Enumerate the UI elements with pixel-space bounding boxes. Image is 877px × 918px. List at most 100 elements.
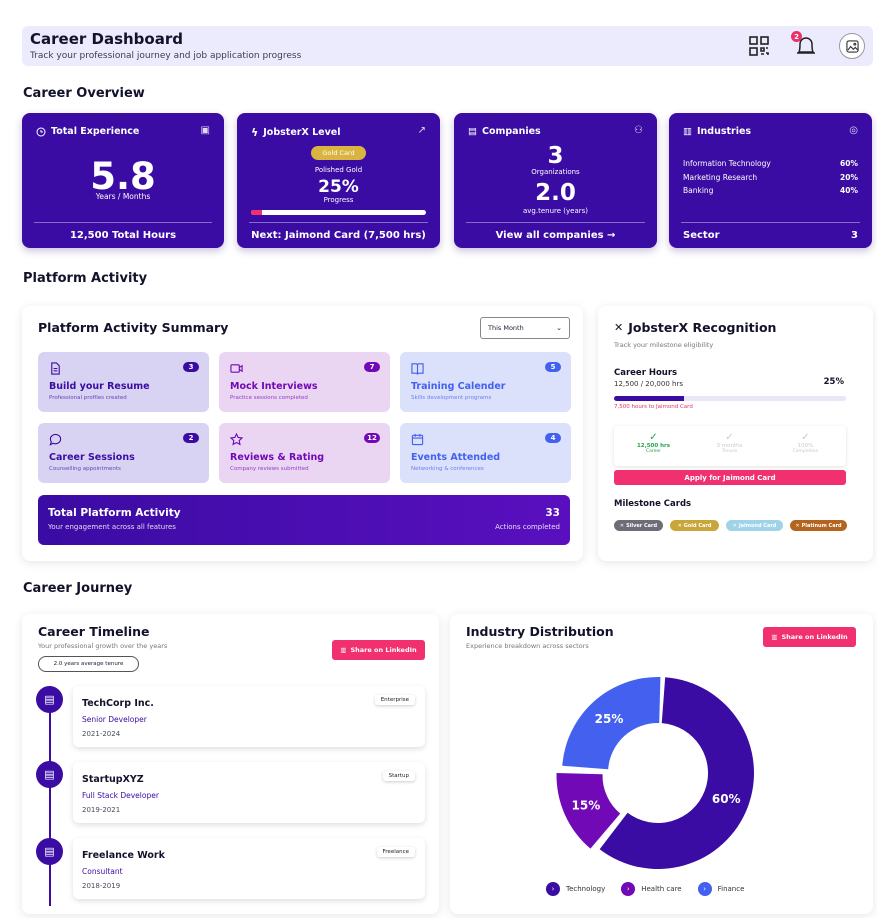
total-activity-subtitle: Your engagement across all features xyxy=(48,523,176,531)
apply-jaimond-button[interactable]: Apply for Jaimond Card xyxy=(614,470,846,485)
donut-slice-finance[interactable] xyxy=(562,677,661,770)
total-activity-banner: Total Platform Activity Your engagement … xyxy=(38,495,570,545)
section-heading-journey: Career Journey xyxy=(23,581,133,596)
timeline-subtitle: Your professional growth over the years xyxy=(38,642,168,650)
legend-label: Technology xyxy=(566,885,606,893)
industry-name: Information Technology xyxy=(683,159,771,168)
calendar-icon xyxy=(411,433,424,446)
view-all-companies-link[interactable]: View all companies → xyxy=(495,230,616,241)
recognition-card: ✕ JobsterX Recognition Track your milest… xyxy=(598,306,873,561)
check-circle-icon: ✓ xyxy=(725,432,734,443)
timeline-entry[interactable]: StartupXYZ Full Stack Developer 2019-202… xyxy=(73,762,425,823)
industry-name: Banking xyxy=(683,186,714,195)
qr-code-icon[interactable] xyxy=(746,33,772,59)
companies-header: ▤ Companies xyxy=(468,126,541,137)
avg-tenure-value: 2.0 xyxy=(535,180,576,206)
legend-chevron-icon: › xyxy=(546,882,560,896)
legend-item: › Finance xyxy=(697,882,745,896)
job-role: Senior Developer xyxy=(82,715,147,724)
milestone-platinum-card[interactable]: ✕ Platinum Card xyxy=(790,520,847,531)
chart-legend: › Technology › Health care › Finance xyxy=(546,882,744,896)
legend-chevron-icon: › xyxy=(621,882,636,896)
tile-mock-interviews[interactable]: 7 Mock Interviews Practice sessions comp… xyxy=(219,352,390,412)
timeline-entry[interactable]: Freelance Work Consultant 2018-2019 Free… xyxy=(73,838,425,899)
companies-card: ▤ Companies ⚇ 3 Organizations 2.0 avg.te… xyxy=(454,113,657,248)
check-circle-icon: ✓ xyxy=(649,432,658,443)
tile-count-badge: 2 xyxy=(183,433,199,443)
tile-title: Reviews & Rating xyxy=(230,452,325,463)
tile-training-calender[interactable]: 5 Training Calender Skills development p… xyxy=(400,352,571,412)
notification-bell-icon[interactable]: 2 xyxy=(791,31,819,59)
companies-count-label: Organizations xyxy=(531,168,580,176)
share-linkedin-button[interactable]: ▥ Share on LinkedIn xyxy=(332,640,425,660)
tile-title: Build your Resume xyxy=(49,381,150,392)
career-hours-progress-bar xyxy=(614,396,846,401)
legend-label: Finance xyxy=(717,885,745,893)
tile-title: Training Calender xyxy=(411,381,506,392)
period-select[interactable]: This Month ⌄ xyxy=(480,317,570,339)
industry-pct: 40% xyxy=(840,186,858,195)
milestone-silver-card[interactable]: ✕ Silver Card xyxy=(614,520,663,531)
section-heading-platform: Platform Activity xyxy=(23,271,148,286)
tile-subtitle: Company reviews submitted xyxy=(230,466,309,472)
donut-slice-health-care[interactable] xyxy=(556,773,621,849)
jobsterx-logo-icon: ✕ xyxy=(732,522,737,529)
milestone-cards-title: Milestone Cards xyxy=(614,499,692,509)
total-activity-title: Total Platform Activity xyxy=(48,507,181,519)
check-value: 12,500 hrs xyxy=(636,443,671,449)
milestone-name: Platinum Card xyxy=(801,522,842,529)
eligibility-check-item: ✓ 3 months Tenure xyxy=(702,432,757,454)
donut-slice-technology[interactable] xyxy=(599,677,754,869)
gallery-icon[interactable] xyxy=(839,33,865,59)
jobsterx-logo-icon: ✕ xyxy=(677,522,682,529)
platform-summary-card: Platform Activity Summary This Month ⌄ 3… xyxy=(22,306,583,561)
dashboard-header: Career Dashboard Track your professional… xyxy=(22,26,873,66)
job-years: 2021-2024 xyxy=(82,730,121,738)
milestone-jaimond-card[interactable]: ✕ Jaimond Card xyxy=(726,520,783,531)
trend-up-icon: ↗ xyxy=(417,125,426,136)
check-value: 3 months xyxy=(716,443,743,449)
companies-label: Companies xyxy=(481,126,541,137)
company-type-tag: Freelance xyxy=(376,847,415,857)
check-circle-icon: ✓ xyxy=(801,432,810,443)
tile-career-sessions[interactable]: 2 Career Sessions Counselling appointmen… xyxy=(38,423,209,483)
tile-count-badge: 5 xyxy=(545,362,561,372)
industry-pct: 60% xyxy=(840,159,858,168)
career-hours-pct: 25% xyxy=(823,377,844,387)
tile-count-badge: 7 xyxy=(364,362,380,372)
career-timeline-card: Career Timeline Your professional growth… xyxy=(22,614,439,914)
tile-build-resume[interactable]: 3 Build your Resume Professional profile… xyxy=(38,352,209,412)
jobsterx-logo-icon: ✕ xyxy=(619,522,625,529)
timeline-entry[interactable]: TechCorp Inc. Senior Developer 2021-2024… xyxy=(73,686,425,747)
people-icon: ⚇ xyxy=(634,125,643,136)
total-activity-count: 33 xyxy=(545,507,560,519)
timeline-title: Career Timeline xyxy=(38,624,150,639)
tile-reviews-rating[interactable]: 12 Reviews & Rating Company reviews subm… xyxy=(219,423,390,483)
company-name: TechCorp Inc. xyxy=(82,698,154,709)
job-years: 2019-2021 xyxy=(82,806,121,814)
book-icon xyxy=(411,363,424,375)
tile-subtitle: Practice sessions completed xyxy=(230,395,308,401)
building-icon: ▤ xyxy=(36,686,63,713)
tenure-chip: 2.0 years average tenure xyxy=(38,656,139,672)
video-icon xyxy=(230,364,243,373)
page-title: Career Dashboard xyxy=(30,30,183,48)
milestone-gold-card[interactable]: ✕ Gold Card xyxy=(670,520,719,531)
tile-title: Mock Interviews xyxy=(230,381,318,392)
sector-count: 3 xyxy=(851,230,858,241)
job-years: 2018-2019 xyxy=(82,882,121,890)
experience-value: 5.8 xyxy=(90,155,156,198)
legend-chevron-icon: › xyxy=(697,882,712,896)
company-type-tag: Enterprise xyxy=(374,695,415,705)
check-label: Career xyxy=(645,449,662,454)
summary-title: Platform Activity Summary xyxy=(38,320,229,335)
industries-header: ▥ Industries xyxy=(683,126,751,137)
company-name: Freelance Work xyxy=(82,850,165,861)
level-progress-label: Progress xyxy=(323,196,354,204)
milestone-name: Gold Card xyxy=(683,522,712,529)
divider xyxy=(466,222,645,223)
share-linkedin-button[interactable]: ▥ Share on LinkedIn xyxy=(763,627,856,647)
level-label: JobsterX Level xyxy=(263,127,341,138)
tile-events-attended[interactable]: 4 Events Attended Networking & conferenc… xyxy=(400,423,571,483)
level-footer: Next: Jaimond Card (7,500 hrs) xyxy=(251,230,426,241)
